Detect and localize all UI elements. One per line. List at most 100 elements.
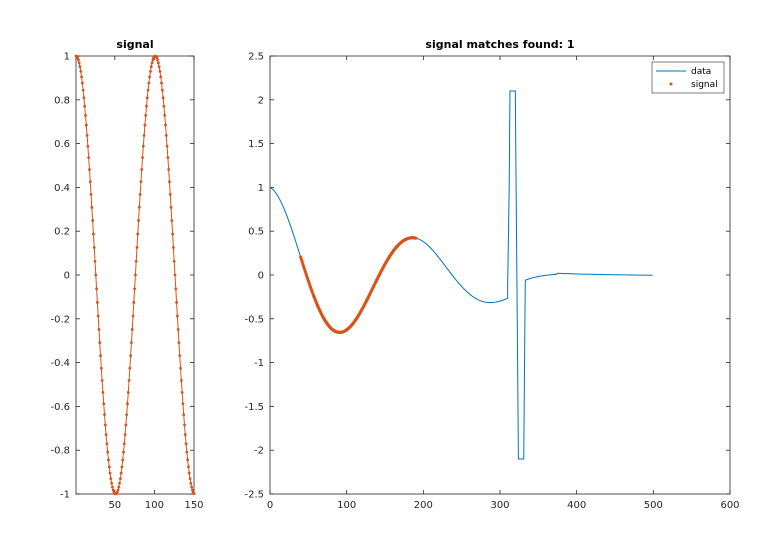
signal-series-point: [128, 366, 132, 370]
signal-series-point: [183, 433, 187, 437]
signal-series-point: [127, 379, 131, 382]
signal-series-point: [156, 58, 159, 62]
signal-series-point: [84, 123, 88, 127]
signal-series-point: [165, 144, 169, 148]
signal-series-point: [173, 273, 177, 277]
signal-series-point: [130, 341, 133, 345]
signal-series-point: [143, 123, 147, 127]
signal-series-point: [142, 134, 146, 137]
signal-series-point: [105, 442, 109, 446]
matches-chart-x-ticks: 0 100 200 300 400 500 600: [267, 56, 740, 511]
signal-series-point: [109, 477, 113, 481]
signal-series-point: [164, 123, 167, 127]
matches-chart-x-tick-label: 400: [567, 500, 586, 511]
signal-chart-plot: [74, 54, 196, 496]
legend-box: [651, 61, 725, 94]
signal-series-point: [122, 442, 126, 446]
signal-series-point: [179, 379, 183, 382]
matches-chart-y-tick-label: 2: [258, 95, 264, 106]
signal-series-point: [123, 433, 127, 437]
signal-chart-y-tick-label: -0.4: [50, 358, 70, 369]
signal-series-point: [76, 58, 80, 62]
signal-series-point: [155, 56, 159, 60]
signal-series-point: [185, 450, 189, 454]
signal-series-point: [120, 465, 124, 469]
signal-series-point: [159, 75, 163, 79]
signal-series-point: [172, 259, 176, 263]
matches-chart-x-tick-label: 100: [337, 500, 356, 511]
signal-series-point: [126, 402, 129, 406]
signal-series-point: [111, 488, 115, 492]
signal-series-point: [160, 81, 163, 85]
signal-series-point: [136, 232, 140, 236]
legend-signal-marker: [669, 82, 673, 86]
signal-chart-y-tick-label: 0: [64, 271, 70, 282]
signal-series-point: [175, 301, 178, 304]
signal-series-point: [116, 488, 120, 492]
signal-series-point: [164, 134, 168, 137]
matches-chart-axes-box: [269, 55, 731, 495]
signal-series-point: [101, 390, 105, 394]
signal-series-point: [88, 168, 91, 171]
signal-series-point: [84, 113, 87, 117]
signal-series-point: [149, 65, 153, 69]
signal-series-point: [137, 219, 140, 222]
signal-series-point: [177, 341, 181, 345]
signal-series-point: [86, 144, 90, 148]
signal-series-point: [174, 287, 178, 291]
signal-series-point: [141, 156, 144, 160]
signal-series-point: [108, 471, 112, 475]
signal-series-point: [134, 259, 138, 263]
signal-chart-y-tick-label: -0.2: [50, 314, 70, 325]
matches-chart-y-ticks: -2.5 -2 -1.5 -1 -0.5 0 0.5 1 1.5 2 2.5: [244, 52, 730, 501]
signal-series-point: [172, 246, 175, 249]
signal-series-point: [90, 205, 94, 209]
signal-series-point: [150, 61, 154, 65]
matches-chart-y-tick-label: 1: [258, 183, 264, 194]
signal-series-point: [107, 465, 111, 469]
signal-chart-x-tick-label: 100: [145, 500, 164, 511]
signal-series-point: [122, 450, 125, 454]
signal-series-point: [92, 232, 95, 236]
signal-series-point: [182, 413, 186, 416]
matches-chart-y-tick-label: 1.5: [248, 139, 264, 150]
matches-chart-x-tick-label: 300: [490, 500, 509, 511]
signal-chart: signal 50 100 150 -1 -0.8 -0.6 -0.4 -0.2 0 0.2 0.…: [50, 38, 203, 511]
signal-series-point: [98, 341, 102, 345]
signal-series-point: [140, 168, 144, 171]
signal-series-point: [176, 328, 180, 331]
signal-series-point: [103, 413, 106, 416]
signal-series-point: [124, 423, 128, 427]
signal-series-point: [187, 465, 190, 469]
signal-series-point: [89, 192, 93, 196]
legend-signal-label: signal: [691, 80, 718, 90]
signal-series-point: [88, 180, 92, 184]
matches-chart-plot: [269, 90, 653, 460]
signal-series-point: [148, 75, 152, 79]
signal-series-point: [129, 354, 133, 358]
signal-series-line: [75, 55, 195, 495]
matches-chart-y-tick-label: -0.5: [244, 314, 264, 325]
signal-series-point: [133, 287, 137, 291]
signal-series-point: [100, 379, 104, 382]
signal-series-point: [99, 366, 103, 370]
signal-series-point: [158, 69, 162, 73]
signal-series-point: [184, 442, 188, 446]
signal-match-point: [301, 262, 305, 266]
signal-series-point: [170, 219, 174, 222]
matches-chart-title: signal matches found: 1: [425, 38, 574, 51]
matches-chart: signal matches found: 1 0 100 200 300 400 500…: [244, 38, 739, 511]
signal-chart-y-tick-label: 0.8: [54, 95, 70, 106]
matches-chart-y-tick-label: 0: [258, 271, 264, 282]
signal-series-point: [111, 485, 114, 489]
signal-chart-y-tick-label: -0.8: [50, 446, 70, 457]
signal-series-point: [147, 81, 151, 85]
signal-series-point: [189, 481, 193, 485]
signal-series-point: [156, 61, 160, 65]
signal-chart-y-tick-label: 1: [64, 52, 70, 63]
matches-chart-y-tick-label: 2.5: [248, 52, 264, 63]
signal-series-point: [144, 113, 148, 117]
signal-series-point: [99, 354, 102, 358]
signal-series-point: [137, 205, 141, 209]
signal-series-point: [80, 75, 83, 79]
